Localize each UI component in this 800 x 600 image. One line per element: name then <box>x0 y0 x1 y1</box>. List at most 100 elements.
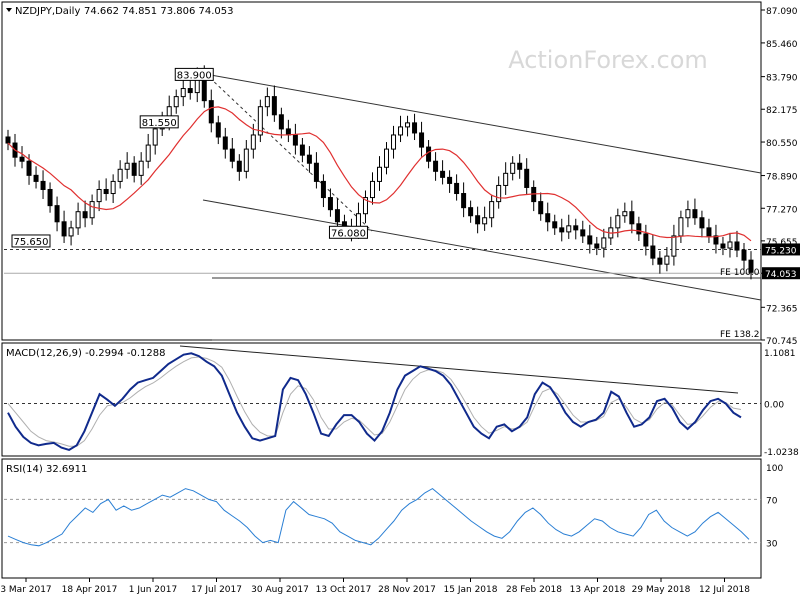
candle-body <box>138 160 144 176</box>
candle-body <box>278 114 284 130</box>
candle-body <box>664 255 670 265</box>
collapse-arrow-icon[interactable] <box>6 8 12 12</box>
x-tick-label: 12 Jul 2018 <box>699 585 750 595</box>
candle-body <box>33 174 39 182</box>
candle-body <box>313 162 319 182</box>
ohlc-header: 74.662 74.851 73.806 74.053 <box>84 6 234 17</box>
candle-body <box>117 168 123 182</box>
candle-body <box>369 180 375 199</box>
candle-body <box>657 257 663 265</box>
macd-layer: 1.1081 0.00 -1.0238 <box>4 349 799 458</box>
candle-body <box>257 106 263 136</box>
candle-body <box>727 241 733 249</box>
candle-body <box>61 221 67 237</box>
watermark: ActionForex.com <box>508 46 708 74</box>
candle-body <box>145 144 151 162</box>
candle-body <box>489 201 495 219</box>
price-layer: 83.900 81.550 76.080 75.650 FE 100.0 FE 138.2 <box>4 65 761 340</box>
axis-layer: 87.090 85.460 83.790 82.175 80.550 78.890 77.2… <box>0 7 800 595</box>
candle-body <box>587 235 593 245</box>
candle-body <box>222 136 228 150</box>
fib-projection-line <box>209 77 373 232</box>
price-title: NZDJPY,Daily <box>15 6 80 17</box>
candle-body <box>384 148 390 168</box>
candle-body <box>96 188 102 203</box>
y-tick-label: 85.460 <box>766 40 798 50</box>
candle-body <box>419 132 425 148</box>
candle-body <box>124 162 130 170</box>
x-tick-label: 17 Jul 2017 <box>191 585 242 595</box>
candle-body <box>208 100 214 124</box>
candle-body <box>636 223 642 235</box>
candle-body <box>524 168 530 188</box>
candle-body <box>229 148 235 162</box>
candle-body <box>89 201 95 219</box>
candle-body <box>426 146 432 162</box>
rsi-tick-label: 30 <box>766 540 778 550</box>
y-tick-label: 72.365 <box>766 304 798 314</box>
x-tick-label: 28 Nov 2017 <box>378 585 436 595</box>
price-title-group: NZDJPY,Daily 74.662 74.851 73.806 74.053 <box>6 6 234 17</box>
rsi-panel <box>1 458 762 579</box>
candle-body <box>82 211 88 219</box>
macd-trendline <box>179 345 739 394</box>
candle-body <box>327 197 333 211</box>
candle-body <box>748 259 754 273</box>
candle-body <box>292 134 298 146</box>
candle-body <box>236 160 242 172</box>
candle-body <box>447 176 453 184</box>
fe-138-label: FE 138.2 <box>720 330 760 340</box>
candle-body <box>19 156 25 162</box>
candle-body <box>468 207 474 217</box>
candle-body <box>622 211 628 217</box>
candle-body <box>173 96 179 108</box>
macd-tick-label: -1.0238 <box>764 448 799 458</box>
candle-body <box>503 172 509 186</box>
candle-body <box>517 162 523 170</box>
candle-body <box>391 134 397 150</box>
candle-body <box>510 162 516 174</box>
y-tick-label: 80.550 <box>766 139 798 149</box>
candle-body <box>545 213 551 223</box>
candle-body <box>643 233 649 247</box>
candle-body <box>594 243 600 249</box>
candle-body <box>615 215 621 229</box>
price-label: 75.650 <box>11 234 51 248</box>
candle-body <box>285 128 291 136</box>
macd-tick-label: 1.1081 <box>764 349 796 359</box>
x-tick-label: 28 Feb 2018 <box>506 585 562 595</box>
candle-body <box>734 241 740 251</box>
rsi-line <box>7 487 750 547</box>
y-tick-label: 70.745 <box>766 337 798 347</box>
candle-body <box>671 235 677 257</box>
candle-body <box>482 217 488 225</box>
x-tick-label: 18 Apr 2017 <box>62 585 118 595</box>
candle-body <box>26 160 32 176</box>
candle-body <box>699 217 705 229</box>
fe-100-label: FE 100.0 <box>720 268 760 278</box>
candle-body <box>103 188 109 195</box>
price-label-text: 75.650 <box>14 237 49 248</box>
candle-body <box>440 170 446 178</box>
price-label: 76.080 <box>328 225 368 239</box>
macd-panel <box>1 342 762 457</box>
macd-tick-label: 0.00 <box>764 400 784 410</box>
candle-body <box>398 126 404 136</box>
candle-body <box>475 215 481 225</box>
candle-body <box>243 148 249 172</box>
price-label: 81.550 <box>139 115 179 129</box>
right-price-tag: 75.230 <box>762 243 800 256</box>
candle-body <box>377 166 382 182</box>
candle-body <box>250 134 256 150</box>
y-tick-label: 83.790 <box>766 74 798 84</box>
macd-title: MACD(12,26,9) -0.2994 -0.1288 <box>6 348 166 359</box>
candle-body <box>40 180 46 190</box>
price-label-text: 81.550 <box>142 118 177 129</box>
candle-body <box>454 182 460 195</box>
lower-channel-line <box>202 199 762 301</box>
moving-average-line <box>7 106 752 242</box>
candle-body <box>433 160 439 172</box>
candle-body <box>692 209 698 219</box>
rsi-tick-label: 70 <box>766 496 778 506</box>
macd-line <box>7 352 742 451</box>
